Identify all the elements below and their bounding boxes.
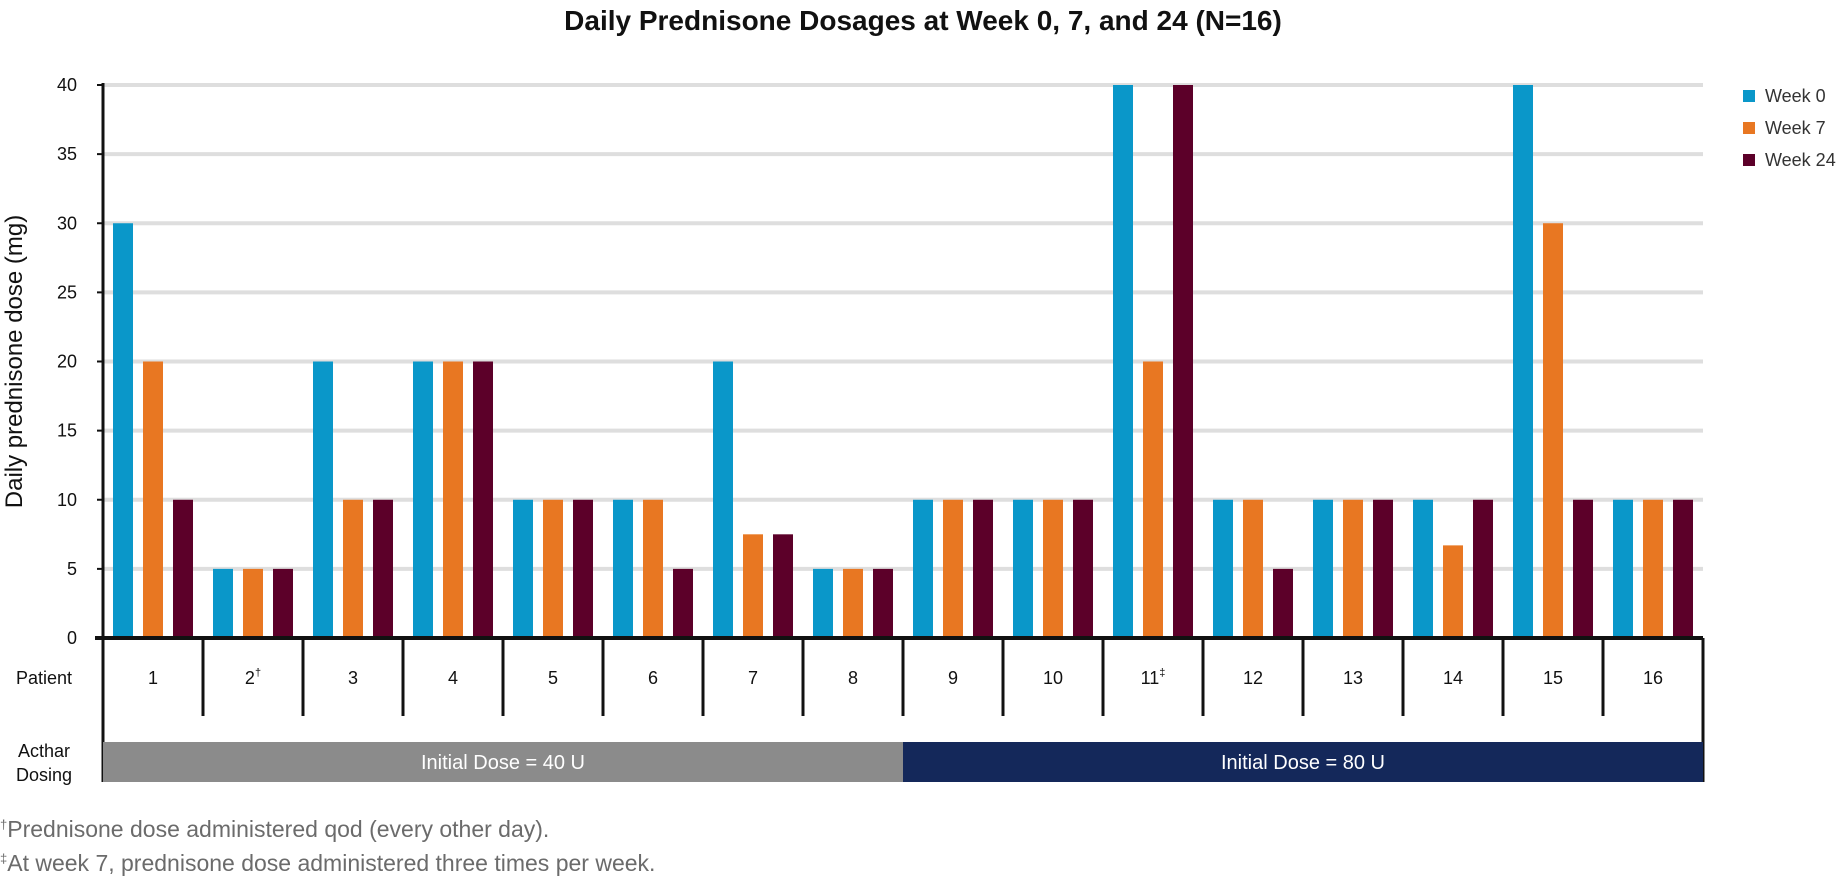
bar-week-0	[513, 499, 533, 638]
patient-label: 12	[1243, 668, 1263, 688]
bar-week-7	[643, 499, 663, 638]
bar-week-7	[1543, 223, 1563, 638]
bar-week-7	[943, 499, 963, 638]
bar-week-24	[273, 568, 293, 638]
bar-week-24	[773, 534, 793, 638]
legend-label: Week 0	[1765, 86, 1826, 106]
prednisone-dosage-chart: Daily Prednisone Dosages at Week 0, 7, a…	[1, 5, 1836, 785]
bar-week-7	[1243, 499, 1263, 638]
bar-week-7	[143, 361, 163, 638]
bar-week-24	[873, 568, 893, 638]
bar-week-24	[1573, 499, 1593, 638]
legend-swatch	[1743, 122, 1755, 134]
dosing-row-label: Dosing	[16, 765, 72, 785]
bar-week-0	[1313, 499, 1333, 638]
bar-week-0	[1013, 499, 1033, 638]
dosing-band-1	[103, 742, 903, 782]
patient-label: 16	[1643, 668, 1663, 688]
patient-label: 9	[948, 668, 958, 688]
y-tick-label: 25	[57, 282, 77, 302]
bar-week-7	[543, 499, 563, 638]
bar-week-0	[813, 568, 833, 638]
legend-swatch	[1743, 90, 1755, 102]
bar-week-0	[1613, 499, 1633, 638]
y-tick-label: 15	[57, 421, 77, 441]
y-tick-label: 0	[67, 628, 77, 648]
bar-week-0	[313, 361, 333, 638]
bar-week-24	[1373, 499, 1393, 638]
patient-label: 3	[348, 668, 358, 688]
legend-label: Week 7	[1765, 118, 1826, 138]
bar-week-24	[973, 499, 993, 638]
patient-label: 4	[448, 668, 458, 688]
patient-label: 8	[848, 668, 858, 688]
footnotes: †Prednisone dose administered qod (every…	[0, 810, 655, 878]
bar-week-0	[413, 361, 433, 638]
bar-week-24	[1473, 499, 1493, 638]
bar-week-24	[1073, 499, 1093, 638]
bar-week-24	[373, 499, 393, 638]
patient-label: 11‡	[1141, 667, 1166, 688]
bar-week-24	[173, 499, 193, 638]
patient-label: 15	[1543, 668, 1563, 688]
bar-week-7	[443, 361, 463, 638]
y-tick-label: 10	[57, 490, 77, 510]
patient-label: 2†	[245, 667, 261, 688]
bar-week-0	[1213, 499, 1233, 638]
bar-week-24	[1673, 499, 1693, 638]
y-tick-label: 20	[57, 352, 77, 372]
bar-week-0	[1413, 499, 1433, 638]
patient-label: 7	[748, 668, 758, 688]
chart-title: Daily Prednisone Dosages at Week 0, 7, a…	[564, 5, 1282, 36]
footnote-2: ‡At week 7, prednisone dose administered…	[0, 850, 656, 876]
y-tick-label: 35	[57, 144, 77, 164]
bar-week-7	[843, 568, 863, 638]
bar-week-7	[1343, 499, 1363, 638]
y-axis-label: Daily prednisone dose (mg)	[1, 215, 28, 508]
bar-week-7	[343, 499, 363, 638]
bar-week-7	[1643, 499, 1663, 638]
legend-label: Week 24	[1765, 150, 1836, 170]
dosing-band-label: Initial Dose = 80 U	[1221, 752, 1385, 774]
dosing-row-label: Acthar	[18, 741, 70, 761]
patient-label: 5	[548, 668, 558, 688]
patient-label: 1	[148, 668, 158, 688]
bar-week-0	[213, 568, 233, 638]
y-tick-label: 30	[57, 213, 77, 233]
bar-week-24	[1173, 85, 1193, 638]
bar-week-7	[1043, 499, 1063, 638]
bar-week-24	[673, 568, 693, 638]
bar-week-24	[473, 361, 493, 638]
bar-week-24	[1273, 568, 1293, 638]
patient-label: 10	[1043, 668, 1063, 688]
y-tick-label: 40	[57, 75, 77, 95]
footnote-1: †Prednisone dose administered qod (every…	[0, 816, 550, 842]
patient-label: 14	[1443, 668, 1463, 688]
patient-label: 6	[648, 668, 658, 688]
bar-week-24	[573, 499, 593, 638]
y-tick-label: 5	[67, 559, 77, 579]
x-axis-label: Patient	[16, 668, 72, 688]
bar-week-0	[113, 223, 133, 638]
bar-week-0	[913, 499, 933, 638]
bar-week-0	[613, 499, 633, 638]
dosing-band-2	[903, 742, 1703, 782]
legend-swatch	[1743, 154, 1755, 166]
dosing-band-label: Initial Dose = 40 U	[421, 752, 585, 774]
bar-week-7	[1443, 545, 1463, 638]
bar-week-0	[1113, 85, 1133, 638]
bar-week-7	[243, 568, 263, 638]
bar-week-7	[1143, 361, 1163, 638]
bar-week-0	[713, 361, 733, 638]
bar-week-0	[1513, 85, 1533, 638]
patient-label: 13	[1343, 668, 1363, 688]
bar-week-7	[743, 534, 763, 638]
